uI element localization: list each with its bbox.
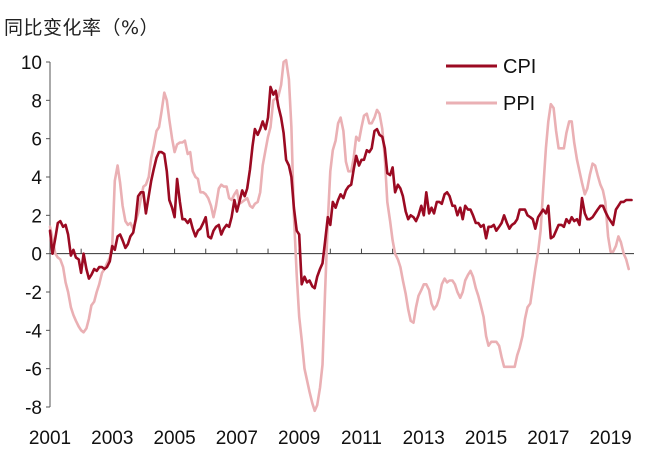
y-axis-ticks: -8 -6 -4 -2 0 2 4 6 8 10 <box>21 53 50 419</box>
y-tick-label: -4 <box>25 321 42 342</box>
x-tick-label: 2005 <box>153 428 195 449</box>
x-tick-label: 2007 <box>216 428 258 449</box>
legend-label-ppi: PPI <box>503 93 535 115</box>
y-tick-label: 6 <box>31 130 42 151</box>
series-line-ppi <box>48 58 630 413</box>
x-tick-label: 2001 <box>29 428 71 449</box>
y-tick-label: 0 <box>31 245 42 266</box>
legend: CPI PPI <box>446 56 536 115</box>
x-tick-label: 2015 <box>465 428 507 449</box>
y-tick-label: 10 <box>21 53 42 74</box>
y-tick-label: -8 <box>25 398 42 419</box>
legend-label-cpi: CPI <box>503 56 536 78</box>
y-tick-label: -2 <box>25 283 42 304</box>
x-axis-ticks: 2001 2003 2005 2007 2009 2011 2013 2015 2017 2019 <box>29 248 632 449</box>
x-tick-label: 2019 <box>589 428 631 449</box>
y-tick-label: 4 <box>31 168 42 189</box>
x-tick-label: 2003 <box>91 428 133 449</box>
x-tick-label: 2013 <box>403 428 445 449</box>
x-tick-label: 2011 <box>341 428 382 449</box>
series-layer <box>48 58 633 413</box>
y-axis-unit-label: 同比变化率（%） <box>4 17 160 39</box>
x-tick-label: 2017 <box>527 428 569 449</box>
y-tick-label: 8 <box>31 91 42 112</box>
series-line-cpi <box>48 85 633 290</box>
y-tick-label: -6 <box>25 360 42 381</box>
y-tick-label: 2 <box>31 206 42 227</box>
plot-area: -8 -6 -4 -2 0 2 4 6 8 10 2001 2003 2005 2007 2009 2011… <box>21 53 634 449</box>
x-tick-label: 2009 <box>278 428 320 449</box>
